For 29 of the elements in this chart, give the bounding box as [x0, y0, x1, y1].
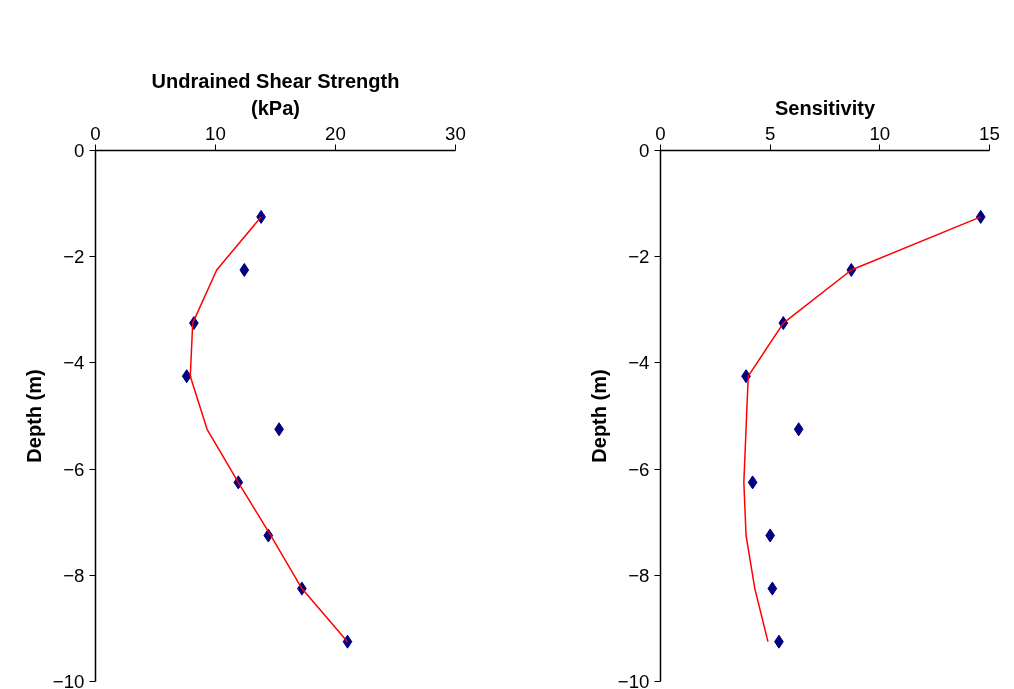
y-axis-title: Depth (m)	[22, 369, 45, 463]
y-tick-label: −10	[617, 671, 650, 689]
point	[767, 581, 778, 596]
y-tick-label: −4	[628, 352, 650, 374]
point	[181, 369, 192, 384]
y-tick-label: −2	[63, 246, 85, 268]
y-tick-label: 0	[639, 140, 650, 161]
y-tick-label: −2	[628, 246, 650, 268]
x-tick-label: 0	[90, 122, 101, 144]
x-tick-label: 0	[655, 122, 666, 144]
x-tick-label: 15	[979, 122, 1000, 144]
y-tick-label: −4	[63, 352, 85, 374]
x-axis-title: Undrained Shear Strength (kPa)	[151, 70, 400, 119]
point	[239, 262, 250, 277]
x-tick-label: 10	[205, 122, 226, 144]
y-axis-title: Depth (m)	[587, 369, 610, 463]
y-tick-label: −6	[63, 458, 85, 480]
y-tick-label: −6	[628, 458, 650, 480]
y-tick-label: −8	[63, 564, 85, 586]
y-tick-label: −10	[52, 671, 85, 689]
y-tick-label: −8	[628, 564, 650, 586]
point	[747, 475, 758, 490]
y-tick-label: 0	[74, 140, 85, 161]
x-axis-title: Sensitivity	[774, 96, 876, 119]
x-tick-label: 10	[869, 122, 891, 144]
x-tick-label: 20	[325, 122, 346, 144]
point	[793, 422, 804, 437]
x-tick-label: 30	[445, 122, 466, 144]
x-tick-label: 5	[764, 122, 776, 144]
